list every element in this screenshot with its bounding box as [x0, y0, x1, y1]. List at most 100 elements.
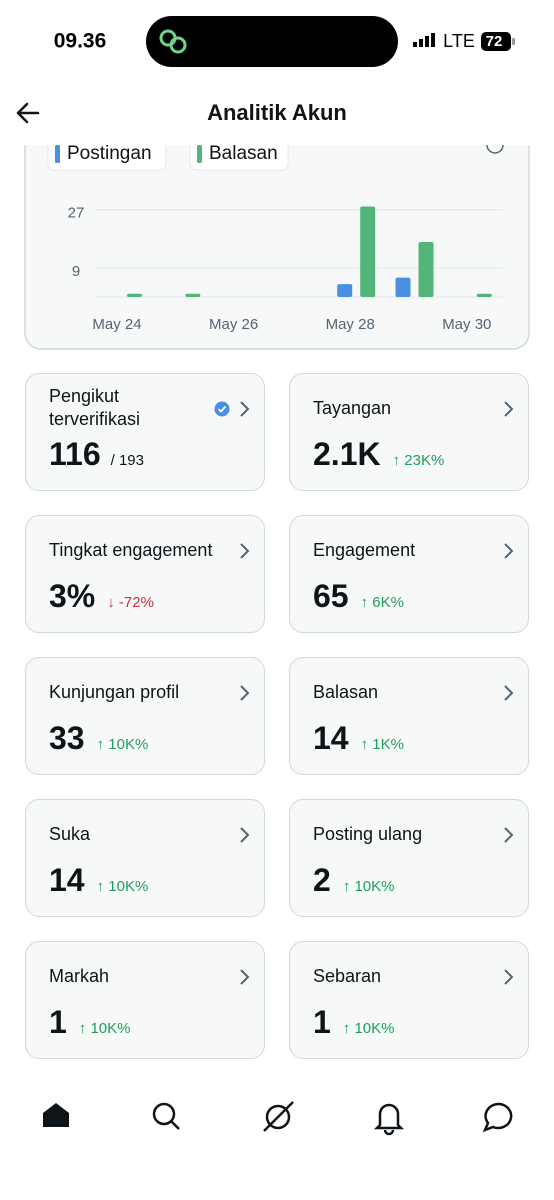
chevron-path: [504, 827, 514, 843]
bar: [395, 277, 411, 297]
x-tick-label: May 30: [442, 316, 491, 333]
card-value: 14: [49, 862, 85, 898]
bottom-nav: [43, 1101, 513, 1136]
card-change: ↑ 10K%: [96, 736, 149, 753]
x-tick-label: May 24: [92, 316, 141, 333]
x-tick-label: May 28: [326, 316, 375, 333]
metric-card[interactable]: Tingkat engagement 3% ↓ -72%: [25, 515, 265, 633]
bar: [185, 293, 201, 297]
chevron-path: [240, 401, 250, 417]
chevron: [504, 827, 514, 843]
card-value: 2: [313, 862, 331, 898]
metric-card[interactable]: Markah 1 ↑ 10K%: [25, 941, 265, 1059]
bar: [337, 284, 353, 297]
card-change: ↓ -72%: [107, 594, 154, 611]
chevron-path: [504, 543, 514, 559]
card-value: 116: [49, 436, 101, 472]
metric-card[interactable]: Suka 14 ↑ 10K%: [25, 799, 265, 917]
nav-messages[interactable]: [482, 1102, 513, 1133]
chevron: [240, 969, 250, 985]
network-label: LTE: [443, 31, 475, 51]
chevron-path: [504, 969, 514, 985]
card-value: 14: [313, 720, 349, 756]
card-value: 3%: [49, 578, 96, 614]
card-label: Suka: [49, 824, 91, 844]
app-logo: [159, 29, 187, 54]
card-label: Markah: [49, 966, 110, 986]
legend-swatch: [55, 145, 60, 163]
card-value-row: 14 ↑ 1K%: [313, 720, 404, 757]
metric-card[interactable]: Kunjungan profil 33 ↑ 10K%: [25, 657, 265, 775]
dynamic-island: [146, 16, 398, 67]
bar: [360, 206, 376, 297]
card-label: Sebaran: [313, 966, 382, 986]
x-tick-label: May 26: [209, 316, 258, 333]
card-value-row: 1 ↑ 10K%: [49, 1004, 131, 1041]
card-value: 1: [49, 1004, 67, 1040]
chevron: [240, 401, 250, 417]
card-value-row: 1 ↑ 10K%: [313, 1004, 395, 1041]
bar: [418, 242, 434, 297]
card-label: Kunjungan profil: [49, 682, 180, 702]
legend-swatch: [197, 145, 202, 163]
chevron: [504, 685, 514, 701]
metric-card[interactable]: Sebaran 1 ↑ 10K%: [289, 941, 529, 1059]
card-total: / 193: [110, 452, 144, 469]
legend-label: Postingan: [67, 143, 152, 164]
nav-home[interactable]: [43, 1103, 69, 1127]
card-label: Balasan: [313, 682, 379, 702]
chevron-path: [240, 969, 250, 985]
chevron-path: [504, 685, 514, 701]
status-and-header: 09.36 LTE 72 Analitik Akun: [16, 16, 515, 125]
card-change: ↑ 23K%: [392, 452, 445, 469]
card-label: Engagement: [313, 540, 416, 560]
y-tick-label: 27: [68, 205, 85, 222]
badge-circle: [214, 401, 230, 417]
chevron-path: [240, 543, 250, 559]
card-value: 1: [313, 1004, 331, 1040]
card-label: Posting ulang: [313, 824, 423, 844]
metric-card[interactable]: Engagement 65 ↑ 6K%: [289, 515, 529, 633]
nav-search[interactable]: [152, 1102, 180, 1130]
card-value-row: 2.1K ↑ 23K%: [313, 436, 444, 473]
chart: 9 27 Postingan Balasan May 24 May 26 May 28 May…: [24, 99, 530, 350]
bar: [476, 293, 492, 297]
metric-card[interactable]: Pengikut terverifikasi 116 / 193: [25, 373, 265, 491]
chevron: [240, 685, 250, 701]
chevron: [504, 543, 514, 559]
page-title: Analitik Akun: [207, 100, 347, 125]
card-label: Tingkat engagement: [49, 540, 213, 560]
metric-card[interactable]: Tayangan 2.1K ↑ 23K%: [289, 373, 529, 491]
metric-card[interactable]: Posting ulang 2 ↑ 10K%: [289, 799, 529, 917]
card-change: ↑ 10K%: [342, 1020, 395, 1037]
chevron: [504, 401, 514, 417]
card-value: 33: [49, 720, 85, 756]
card-value: 65: [313, 578, 349, 614]
chevron-path: [240, 827, 250, 843]
card-value-row: 33 ↑ 10K%: [49, 720, 148, 757]
card-value-row: 14 ↑ 10K%: [49, 862, 148, 899]
card-change: ↑ 6K%: [360, 594, 404, 611]
card-value-row: 116 / 193: [49, 436, 144, 473]
chevron-path: [240, 685, 250, 701]
card-value-row: 2 ↑ 10K%: [313, 862, 395, 899]
top-bar: 09.36 LTE 72 Analitik Akun: [0, 0, 554, 145]
battery-tip: [512, 38, 515, 45]
card-label: Tayangan: [313, 398, 392, 418]
back-button[interactable]: [16, 102, 40, 124]
card-label: Pengikut terverifikasi: [49, 386, 141, 429]
signal-icon: [413, 33, 435, 47]
verified-badge: [214, 401, 230, 417]
chevron-path: [504, 401, 514, 417]
nav-grok[interactable]: [263, 1101, 294, 1132]
card-change: ↑ 10K%: [78, 1020, 131, 1037]
nav-notifications[interactable]: [373, 1103, 405, 1136]
chevron: [504, 969, 514, 985]
chevron: [240, 827, 250, 843]
chevron: [240, 543, 250, 559]
badge-check: [217, 405, 227, 413]
metric-card[interactable]: Balasan 14 ↑ 1K%: [289, 657, 529, 775]
card-change: ↑ 10K%: [342, 878, 395, 895]
card-change: ↑ 1K%: [360, 736, 404, 753]
